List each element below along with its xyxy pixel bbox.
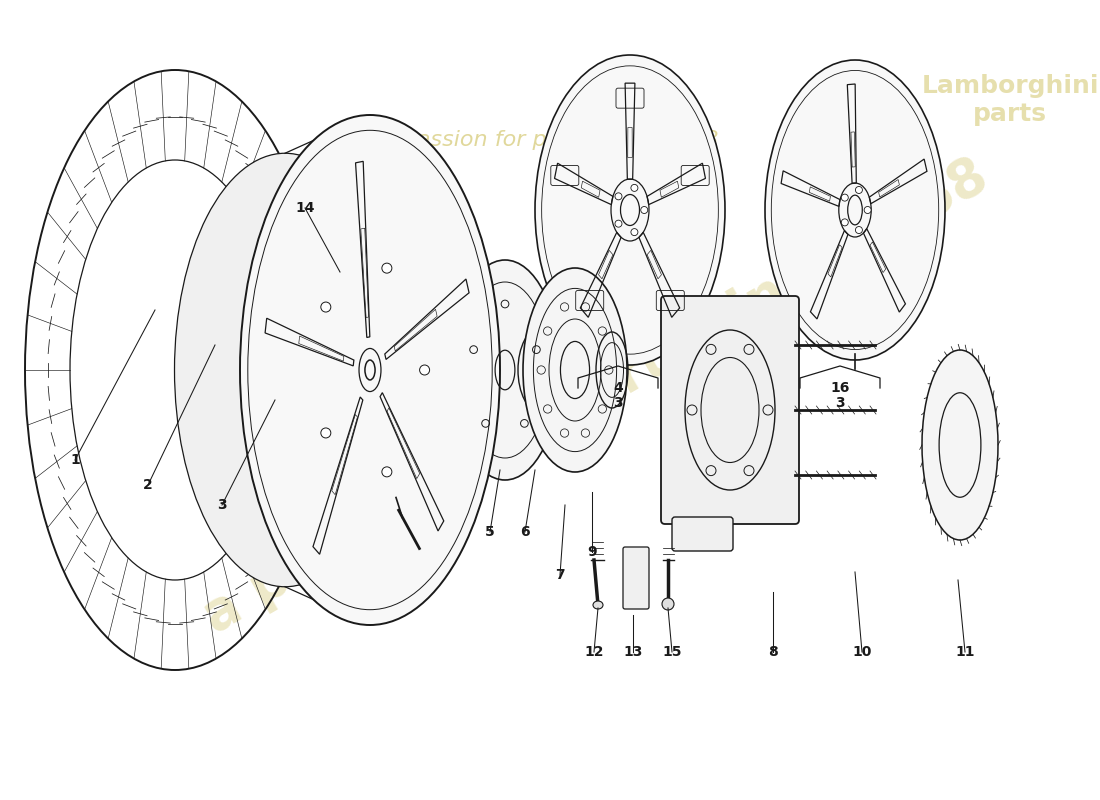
Circle shape <box>382 467 392 477</box>
Circle shape <box>842 194 848 201</box>
Text: 1: 1 <box>70 453 80 467</box>
Circle shape <box>856 226 862 234</box>
Text: a passion for parts since 1968: a passion for parts since 1968 <box>382 130 718 150</box>
FancyBboxPatch shape <box>623 547 649 609</box>
Circle shape <box>865 206 871 214</box>
Text: 9: 9 <box>587 545 597 559</box>
Circle shape <box>856 186 862 194</box>
Circle shape <box>640 206 648 214</box>
Text: 3: 3 <box>217 498 227 512</box>
Circle shape <box>615 193 622 200</box>
Text: 11: 11 <box>955 645 975 659</box>
Text: 6: 6 <box>520 525 530 539</box>
Circle shape <box>631 229 638 236</box>
Circle shape <box>382 263 392 273</box>
FancyBboxPatch shape <box>661 296 799 524</box>
Text: 10: 10 <box>852 645 871 659</box>
Ellipse shape <box>593 601 603 609</box>
FancyBboxPatch shape <box>672 517 733 551</box>
Text: 4: 4 <box>613 381 623 395</box>
Circle shape <box>419 365 430 375</box>
Circle shape <box>615 220 622 227</box>
Ellipse shape <box>535 55 725 365</box>
Circle shape <box>631 184 638 191</box>
Text: 15: 15 <box>662 645 682 659</box>
Ellipse shape <box>240 115 501 625</box>
Circle shape <box>321 302 331 312</box>
Circle shape <box>662 598 674 610</box>
Circle shape <box>842 219 848 226</box>
Text: 3: 3 <box>835 396 845 410</box>
Text: 13: 13 <box>624 645 642 659</box>
Text: 2: 2 <box>143 478 153 492</box>
Text: DEMO
a passion for parts since 1968: DEMO a passion for parts since 1968 <box>164 97 997 643</box>
Text: Lamborghini
parts: Lamborghini parts <box>922 74 1099 126</box>
Text: 14: 14 <box>295 201 315 215</box>
Ellipse shape <box>522 268 627 472</box>
Ellipse shape <box>922 350 998 540</box>
Circle shape <box>321 428 331 438</box>
Ellipse shape <box>175 154 396 586</box>
Text: 3: 3 <box>613 396 623 410</box>
Ellipse shape <box>764 60 945 360</box>
Text: 16: 16 <box>830 381 849 395</box>
Text: 5: 5 <box>485 525 495 539</box>
Text: 8: 8 <box>768 645 778 659</box>
Text: 7: 7 <box>556 568 564 582</box>
Text: 12: 12 <box>584 645 604 659</box>
Ellipse shape <box>450 260 560 480</box>
